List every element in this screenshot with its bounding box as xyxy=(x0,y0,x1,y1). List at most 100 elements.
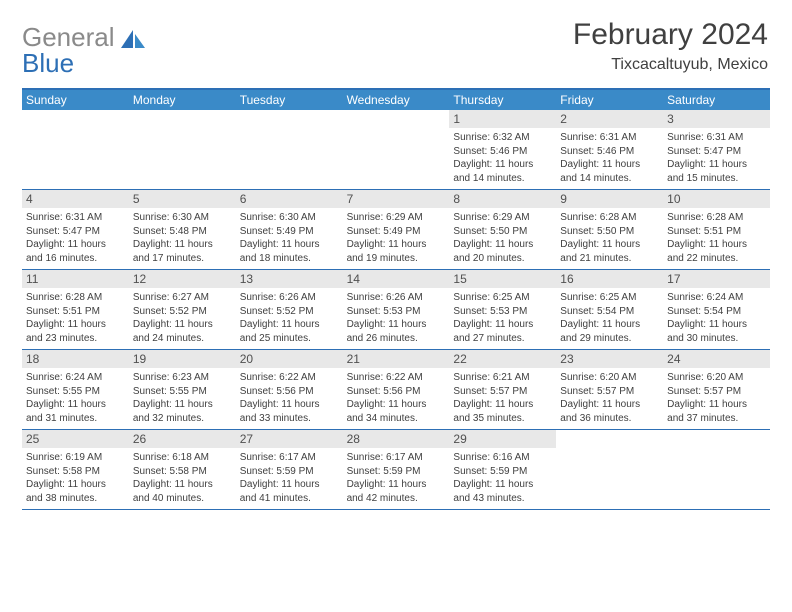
header: General Blue February 2024 Tixcacaltuyub… xyxy=(0,0,792,84)
daylight-line: Daylight: 11 hours and 30 minutes. xyxy=(667,318,766,345)
sunrise-line: Sunrise: 6:26 AM xyxy=(240,291,339,305)
sunrise-line: Sunrise: 6:21 AM xyxy=(453,371,552,385)
day-details: Sunrise: 6:30 AMSunset: 5:48 PMDaylight:… xyxy=(129,208,236,269)
day-number: 25 xyxy=(22,430,129,448)
sunset-line: Sunset: 5:51 PM xyxy=(667,225,766,239)
day-details: Sunrise: 6:25 AMSunset: 5:53 PMDaylight:… xyxy=(449,288,556,349)
sunset-line: Sunset: 5:47 PM xyxy=(26,225,125,239)
daylight-line: Daylight: 11 hours and 18 minutes. xyxy=(240,238,339,265)
day-details: Sunrise: 6:29 AMSunset: 5:49 PMDaylight:… xyxy=(343,208,450,269)
sunrise-line: Sunrise: 6:26 AM xyxy=(347,291,446,305)
day-of-week-row: SundayMondayTuesdayWednesdayThursdayFrid… xyxy=(22,90,770,110)
daylight-line: Daylight: 11 hours and 14 minutes. xyxy=(560,158,659,185)
day-cell: 1Sunrise: 6:32 AMSunset: 5:46 PMDaylight… xyxy=(449,110,556,189)
day-cell: 14Sunrise: 6:26 AMSunset: 5:53 PMDayligh… xyxy=(343,270,450,349)
week-row: 25Sunrise: 6:19 AMSunset: 5:58 PMDayligh… xyxy=(22,430,770,510)
sunset-line: Sunset: 5:53 PM xyxy=(453,305,552,319)
day-cell xyxy=(236,110,343,189)
sunset-line: Sunset: 5:58 PM xyxy=(133,465,232,479)
day-number: 6 xyxy=(236,190,343,208)
sunset-line: Sunset: 5:50 PM xyxy=(453,225,552,239)
daylight-line: Daylight: 11 hours and 29 minutes. xyxy=(560,318,659,345)
sunset-line: Sunset: 5:56 PM xyxy=(347,385,446,399)
day-cell: 6Sunrise: 6:30 AMSunset: 5:49 PMDaylight… xyxy=(236,190,343,269)
sunset-line: Sunset: 5:51 PM xyxy=(26,305,125,319)
day-number: 8 xyxy=(449,190,556,208)
empty-day xyxy=(556,430,663,447)
sunset-line: Sunset: 5:59 PM xyxy=(240,465,339,479)
day-cell: 18Sunrise: 6:24 AMSunset: 5:55 PMDayligh… xyxy=(22,350,129,429)
daylight-line: Daylight: 11 hours and 17 minutes. xyxy=(133,238,232,265)
day-cell: 27Sunrise: 6:17 AMSunset: 5:59 PMDayligh… xyxy=(236,430,343,509)
day-details: Sunrise: 6:20 AMSunset: 5:57 PMDaylight:… xyxy=(556,368,663,429)
sunset-line: Sunset: 5:52 PM xyxy=(240,305,339,319)
day-cell xyxy=(343,110,450,189)
daylight-line: Daylight: 11 hours and 20 minutes. xyxy=(453,238,552,265)
daylight-line: Daylight: 11 hours and 40 minutes. xyxy=(133,478,232,505)
day-number: 28 xyxy=(343,430,450,448)
day-cell: 3Sunrise: 6:31 AMSunset: 5:47 PMDaylight… xyxy=(663,110,770,189)
day-number: 4 xyxy=(22,190,129,208)
day-cell: 11Sunrise: 6:28 AMSunset: 5:51 PMDayligh… xyxy=(22,270,129,349)
sunset-line: Sunset: 5:52 PM xyxy=(133,305,232,319)
daylight-line: Daylight: 11 hours and 15 minutes. xyxy=(667,158,766,185)
logo-text: General Blue xyxy=(22,24,115,76)
day-number: 15 xyxy=(449,270,556,288)
sunset-line: Sunset: 5:49 PM xyxy=(347,225,446,239)
dow-cell: Thursday xyxy=(449,90,556,110)
day-number: 24 xyxy=(663,350,770,368)
day-details: Sunrise: 6:27 AMSunset: 5:52 PMDaylight:… xyxy=(129,288,236,349)
day-details: Sunrise: 6:25 AMSunset: 5:54 PMDaylight:… xyxy=(556,288,663,349)
sunrise-line: Sunrise: 6:25 AM xyxy=(453,291,552,305)
dow-cell: Sunday xyxy=(22,90,129,110)
day-number: 18 xyxy=(22,350,129,368)
day-number: 9 xyxy=(556,190,663,208)
sunset-line: Sunset: 5:59 PM xyxy=(347,465,446,479)
empty-day xyxy=(129,110,236,127)
daylight-line: Daylight: 11 hours and 35 minutes. xyxy=(453,398,552,425)
day-cell xyxy=(22,110,129,189)
day-details: Sunrise: 6:26 AMSunset: 5:52 PMDaylight:… xyxy=(236,288,343,349)
sunrise-line: Sunrise: 6:31 AM xyxy=(560,131,659,145)
sunrise-line: Sunrise: 6:31 AM xyxy=(667,131,766,145)
sunset-line: Sunset: 5:48 PM xyxy=(133,225,232,239)
day-number: 13 xyxy=(236,270,343,288)
dow-cell: Wednesday xyxy=(343,90,450,110)
day-number: 12 xyxy=(129,270,236,288)
sunset-line: Sunset: 5:56 PM xyxy=(240,385,339,399)
day-details: Sunrise: 6:28 AMSunset: 5:51 PMDaylight:… xyxy=(663,208,770,269)
day-details: Sunrise: 6:30 AMSunset: 5:49 PMDaylight:… xyxy=(236,208,343,269)
day-details: Sunrise: 6:31 AMSunset: 5:47 PMDaylight:… xyxy=(22,208,129,269)
day-details: Sunrise: 6:20 AMSunset: 5:57 PMDaylight:… xyxy=(663,368,770,429)
logo-sail-icon xyxy=(119,28,147,57)
sunrise-line: Sunrise: 6:30 AM xyxy=(133,211,232,225)
day-details: Sunrise: 6:24 AMSunset: 5:54 PMDaylight:… xyxy=(663,288,770,349)
day-cell: 4Sunrise: 6:31 AMSunset: 5:47 PMDaylight… xyxy=(22,190,129,269)
daylight-line: Daylight: 11 hours and 31 minutes. xyxy=(26,398,125,425)
sunset-line: Sunset: 5:57 PM xyxy=(667,385,766,399)
sunrise-line: Sunrise: 6:18 AM xyxy=(133,451,232,465)
sunrise-line: Sunrise: 6:32 AM xyxy=(453,131,552,145)
sunrise-line: Sunrise: 6:31 AM xyxy=(26,211,125,225)
day-number: 21 xyxy=(343,350,450,368)
sunrise-line: Sunrise: 6:17 AM xyxy=(347,451,446,465)
daylight-line: Daylight: 11 hours and 19 minutes. xyxy=(347,238,446,265)
day-cell: 21Sunrise: 6:22 AMSunset: 5:56 PMDayligh… xyxy=(343,350,450,429)
day-cell: 10Sunrise: 6:28 AMSunset: 5:51 PMDayligh… xyxy=(663,190,770,269)
day-number: 20 xyxy=(236,350,343,368)
day-number: 11 xyxy=(22,270,129,288)
week-row: 18Sunrise: 6:24 AMSunset: 5:55 PMDayligh… xyxy=(22,350,770,430)
sunset-line: Sunset: 5:57 PM xyxy=(453,385,552,399)
day-details: Sunrise: 6:22 AMSunset: 5:56 PMDaylight:… xyxy=(343,368,450,429)
day-number: 10 xyxy=(663,190,770,208)
day-number: 22 xyxy=(449,350,556,368)
dow-cell: Saturday xyxy=(663,90,770,110)
sunrise-line: Sunrise: 6:27 AM xyxy=(133,291,232,305)
daylight-line: Daylight: 11 hours and 26 minutes. xyxy=(347,318,446,345)
day-details: Sunrise: 6:28 AMSunset: 5:51 PMDaylight:… xyxy=(22,288,129,349)
day-details: Sunrise: 6:26 AMSunset: 5:53 PMDaylight:… xyxy=(343,288,450,349)
day-number: 7 xyxy=(343,190,450,208)
sunrise-line: Sunrise: 6:29 AM xyxy=(453,211,552,225)
daylight-line: Daylight: 11 hours and 41 minutes. xyxy=(240,478,339,505)
week-row: 11Sunrise: 6:28 AMSunset: 5:51 PMDayligh… xyxy=(22,270,770,350)
